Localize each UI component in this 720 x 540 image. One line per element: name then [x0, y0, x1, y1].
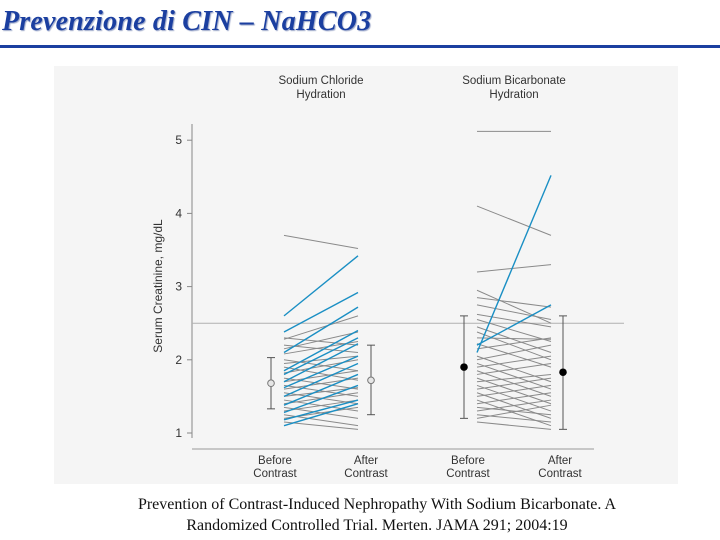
group-subtitle-sodium-chloride: Hydration — [296, 89, 345, 101]
patient-line-bicarbonate-34 — [476, 304, 552, 346]
patient-line-chloride-30 — [283, 355, 359, 389]
y-axis-label: Serum Creatinine, mg/dL — [151, 219, 165, 353]
patient-line-bicarbonate-10 — [476, 331, 552, 361]
mean-marker-chloride-after — [367, 376, 375, 385]
patient-line-chloride-28 — [283, 337, 359, 376]
patient-line-bicarbonate-30 — [476, 414, 552, 423]
patient-line-bicarbonate-28 — [476, 406, 552, 416]
patient-line-bicarbonate-12 — [476, 343, 552, 368]
patient-line-chloride-27 — [283, 329, 359, 372]
x-label-bicarbonate-before: Before — [451, 455, 485, 467]
figure-caption: Prevention of Contrast-Induced Nephropat… — [60, 494, 694, 536]
patient-line-bicarbonate-9 — [476, 326, 552, 353]
group-title-sodium-bicarbonate: Sodium Bicarbonate — [462, 75, 566, 87]
caption-line-2: Randomized Controlled Trial. Merten. JAM… — [186, 517, 568, 534]
mean-marker-bicarbonate-before — [460, 363, 468, 371]
patient-line-chloride-25 — [283, 291, 359, 333]
patient-line-bicarbonate-21 — [476, 373, 552, 383]
x-label-bicarbonate-after: After — [548, 455, 572, 467]
title-underline — [0, 45, 720, 48]
patient-line-bicarbonate-32 — [476, 421, 552, 430]
patient-line-bicarbonate-13 — [476, 337, 552, 350]
patient-line-bicarbonate-25 — [476, 384, 552, 397]
patient-line-bicarbonate-19 — [476, 362, 552, 375]
slide-title: Prevenzione di CIN – Na​HCO3 — [2, 6, 372, 37]
patient-line-chloride-35 — [283, 403, 359, 427]
x-label-chloride-before: Before — [258, 455, 292, 467]
patient-line-bicarbonate-33 — [476, 175, 552, 353]
patient-line-bicarbonate-3 — [476, 264, 552, 273]
patient-line-chloride-1 — [283, 234, 359, 250]
x-label-chloride-after: After — [354, 455, 378, 467]
x-label-chloride-after-2: Contrast — [344, 468, 388, 480]
patient-line-chloride-34 — [283, 399, 359, 421]
y-tick-label-1: 1 — [175, 426, 182, 440]
x-label-bicarbonate-after-2: Contrast — [538, 468, 582, 480]
patient-line-chloride-33 — [283, 384, 359, 414]
patient-line-bicarbonate-29 — [476, 399, 552, 412]
y-tick-label-5: 5 — [175, 133, 182, 147]
patient-line-bicarbonate-31 — [476, 404, 552, 419]
patient-line-bicarbonate-2 — [476, 205, 552, 236]
patient-line-chloride-29 — [283, 343, 359, 383]
x-label-bicarbonate-before-2: Contrast — [446, 468, 490, 480]
figure-panel — [54, 66, 678, 484]
patient-line-bicarbonate-17 — [476, 355, 552, 368]
group-title-sodium-chloride: Sodium Chloride — [278, 75, 363, 87]
patient-line-bicarbonate-16 — [476, 362, 552, 390]
patient-line-bicarbonate-4 — [476, 289, 552, 324]
patient-line-chloride-24 — [283, 255, 359, 317]
patient-line-chloride-2 — [283, 315, 359, 340]
patient-line-chloride-23 — [283, 421, 359, 430]
patient-line-bicarbonate-15 — [476, 344, 552, 361]
patient-line-bicarbonate-5 — [476, 297, 552, 308]
patient-line-chloride-20 — [283, 399, 359, 412]
patient-line-bicarbonate-23 — [476, 377, 552, 390]
patient-line-bicarbonate-26 — [476, 399, 552, 427]
mean-marker-bicarbonate-after — [559, 368, 567, 377]
serum-creatinine-chart: 1 2 3 4 5 Serum Creatinine, mg/dL Sodium Chl… — [151, 75, 624, 480]
patient-line-chloride-32 — [283, 373, 359, 406]
mean-marker-chloride-before — [267, 379, 275, 388]
y-tick-label-3: 3 — [175, 280, 182, 294]
x-label-chloride-before-2: Contrast — [253, 468, 297, 480]
patient-line-chloride-12 — [283, 370, 359, 383]
patient-line-chloride-26 — [283, 306, 359, 354]
patient-line-bicarbonate-6 — [476, 304, 552, 321]
patient-line-chloride-31 — [283, 362, 359, 398]
caption-line-1: Prevention of Contrast-Induced Nephropat… — [137, 496, 617, 513]
patient-line-bicarbonate-27 — [476, 392, 552, 405]
y-axis: 1 2 3 4 5 Serum Creatinine, mg/dL — [151, 124, 193, 440]
y-tick-label-2: 2 — [175, 353, 182, 367]
patient-line-chloride-8 — [283, 355, 359, 364]
patient-line-chloride-16 — [283, 387, 359, 397]
patient-line-bicarbonate-7 — [476, 313, 552, 328]
group-subtitle-sodium-bicarbonate: Hydration — [489, 89, 538, 101]
patient-line-chloride-5 — [283, 344, 359, 353]
patient-line-chloride-9 — [283, 366, 359, 381]
y-tick-label-4: 4 — [175, 206, 182, 220]
